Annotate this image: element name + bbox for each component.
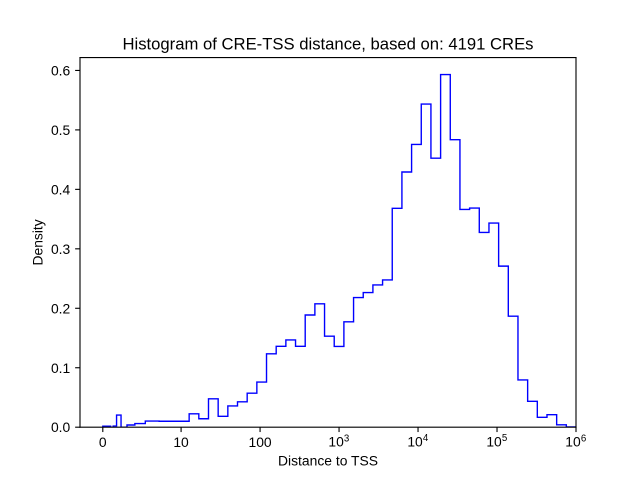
svg-text:Density: Density [30, 219, 46, 265]
svg-text:0.3: 0.3 [51, 241, 71, 257]
svg-text:0.0: 0.0 [51, 419, 71, 435]
svg-text:0.1: 0.1 [51, 360, 71, 376]
svg-text:0.2: 0.2 [51, 300, 71, 316]
svg-text:Histogram of CRE-TSS distance,: Histogram of CRE-TSS distance, based on:… [122, 34, 533, 53]
svg-text:0.5: 0.5 [51, 122, 71, 138]
svg-text:Distance to TSS: Distance to TSS [278, 452, 378, 468]
svg-text:0: 0 [99, 434, 107, 450]
svg-text:0.6: 0.6 [51, 62, 71, 78]
svg-text:0.4: 0.4 [51, 181, 71, 197]
